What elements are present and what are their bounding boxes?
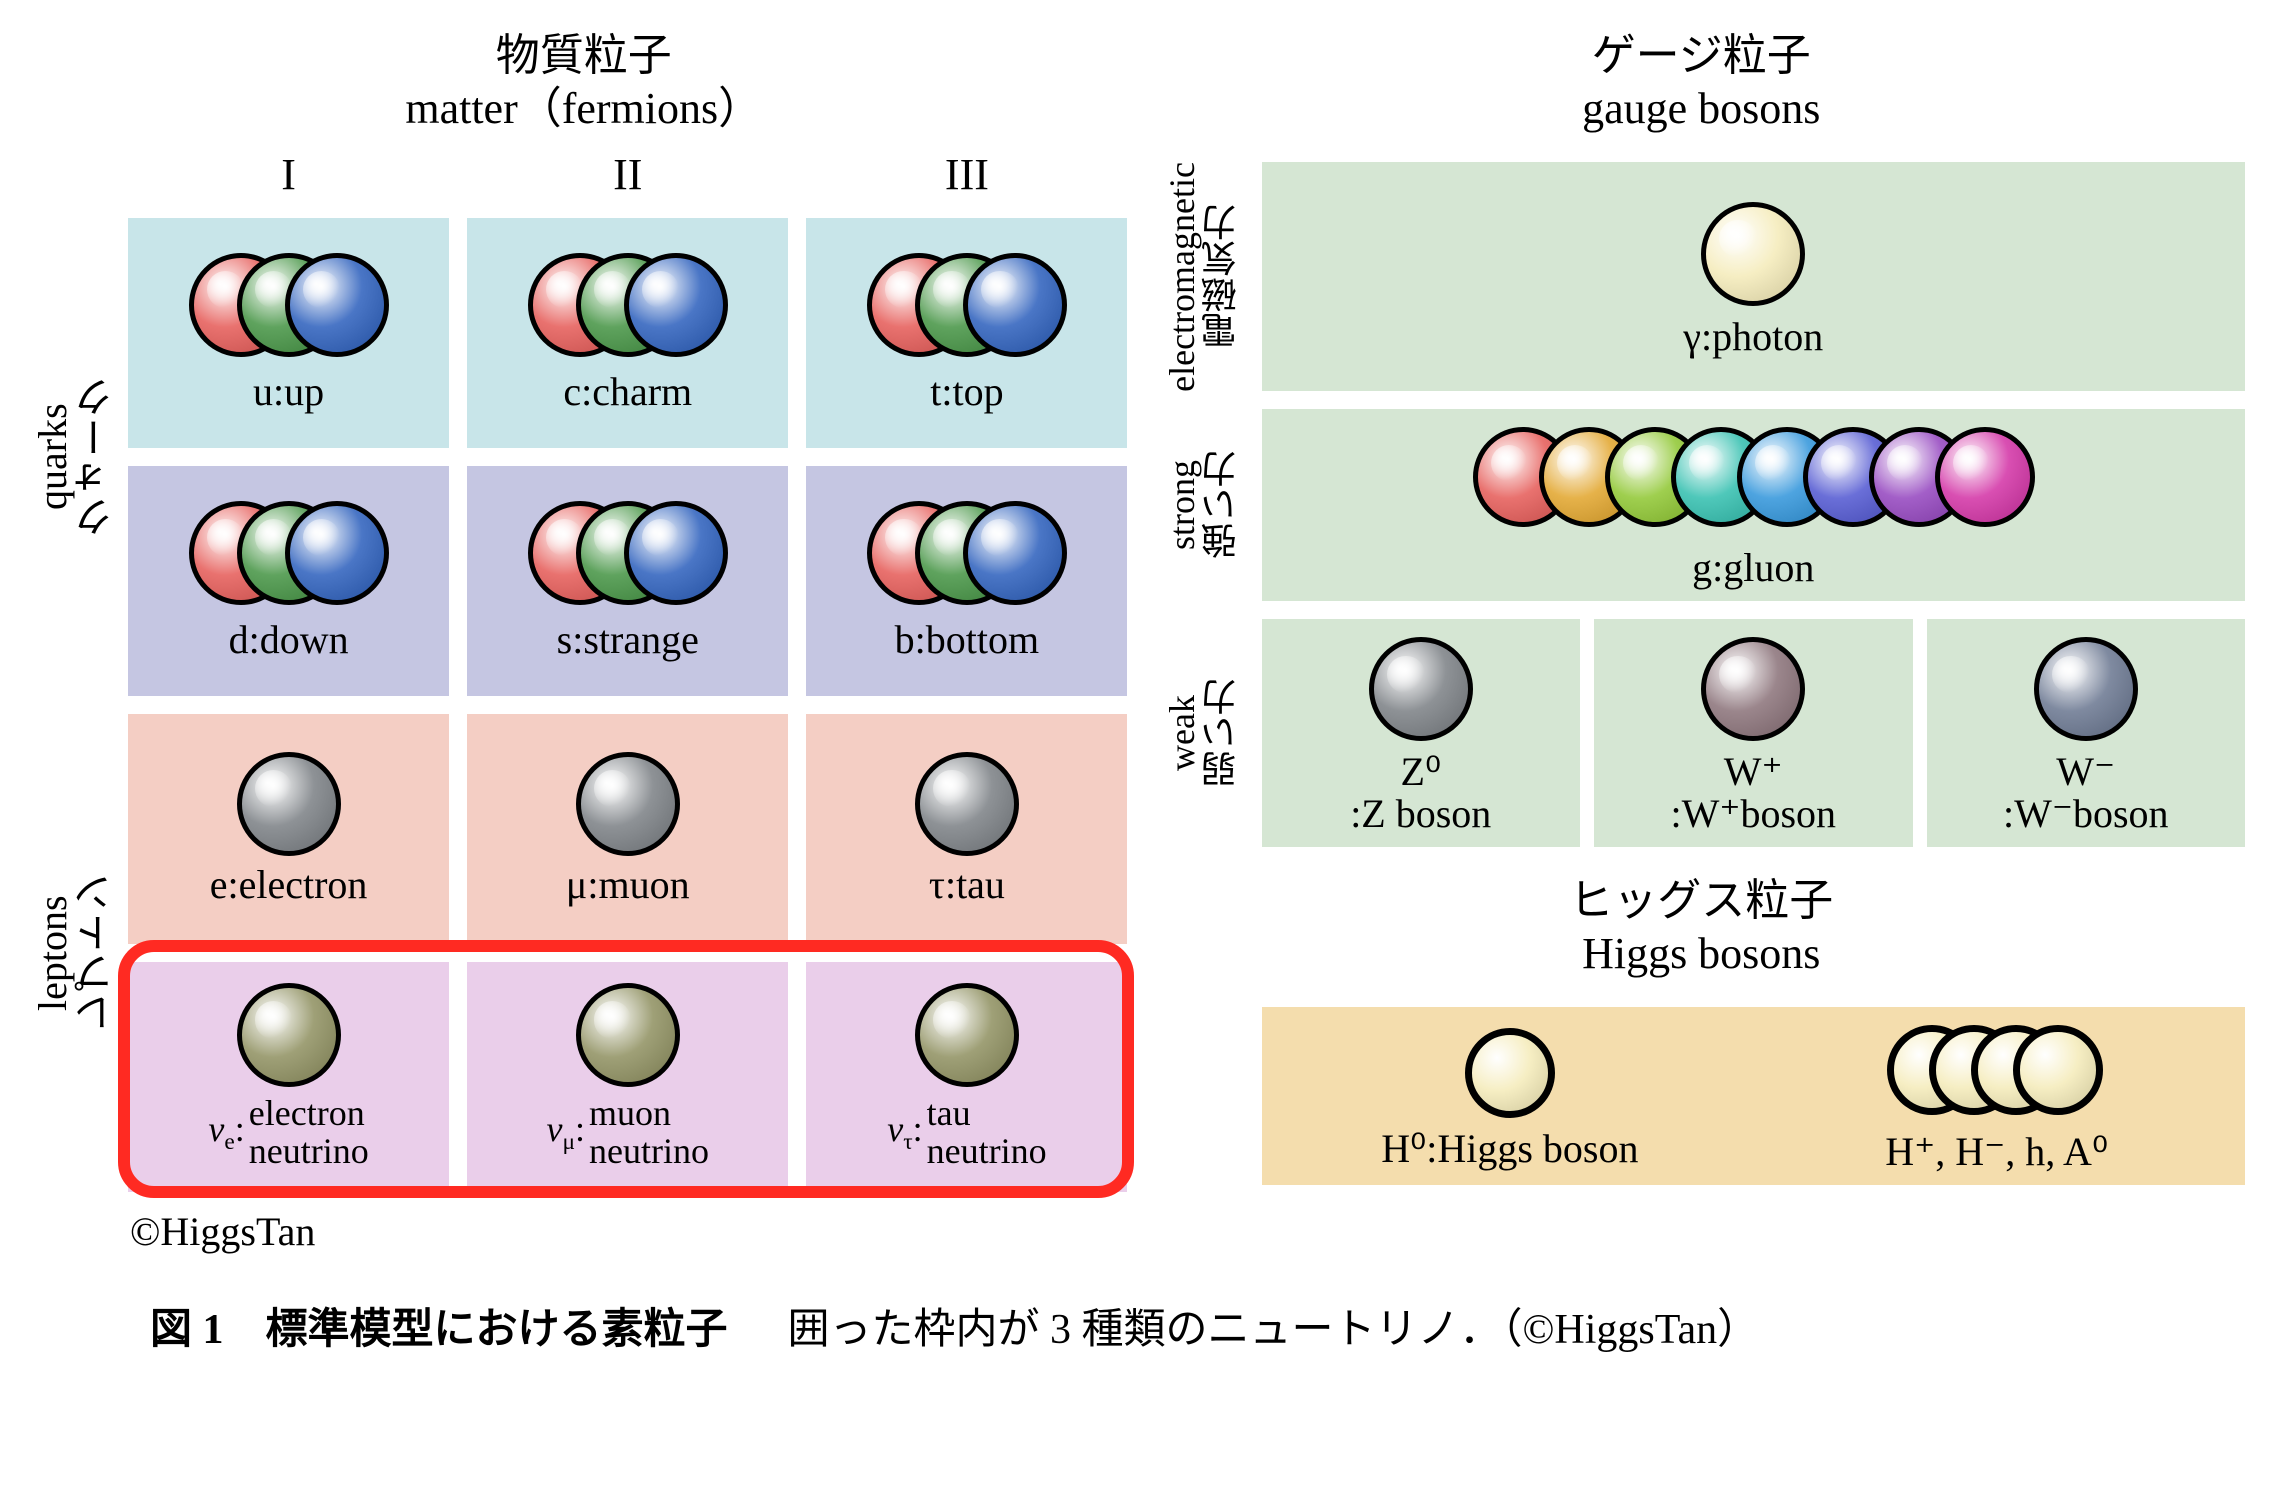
cell-tau: τ:tau (806, 714, 1127, 944)
cell-down: d:down (128, 466, 449, 696)
weak-label: weak弱い力 (1163, 679, 1242, 787)
higgs-title: ヒッグス粒子 Higgs bosons (1158, 875, 2246, 981)
fermions-title: 物質粒子 matter（fermions） (40, 30, 1128, 136)
z-boson-box: Z⁰:Z boson (1262, 619, 1581, 847)
cell-e-neutrino: νe:electronneutrino (128, 962, 449, 1192)
figure-caption: 図 1 標準模型における素粒子 囲った枠内が 3 種類のニュートリノ．（©Hig… (40, 1295, 2245, 1356)
quarks-label: quarksクォーク (40, 218, 110, 696)
cell-tau-neutrino: ντ:tauneutrino (806, 962, 1127, 1192)
gluon-icon (1473, 427, 2033, 537)
gluon-box: g:gluon (1262, 409, 2246, 601)
fermions-panel: 物質粒子 matter（fermions） I II III quarksクォー… (40, 30, 1128, 1255)
w-minus-box: W⁻:W⁻boson (1927, 619, 2246, 847)
strong-row: strong強い力 g:gluon (1158, 409, 2246, 601)
generation-2: II (467, 149, 788, 200)
cell-charm: c:charm (467, 218, 788, 448)
em-row: electromagnetic電磁気力 γ:photon (1158, 162, 2246, 392)
strong-label: strong強い力 (1163, 451, 1242, 559)
higgs-row: H⁰:Higgs boson H⁺, H⁻, h, A⁰ (1158, 1007, 2246, 1185)
cell-top: t:top (806, 218, 1127, 448)
fermion-grid: I II III quarksクォーク u:up c:charm t:top d… (40, 144, 1128, 1192)
leptons-label: leptonsレプトン (40, 714, 110, 1192)
photon-icon (1701, 202, 1805, 306)
cell-up: u:up (128, 218, 449, 448)
bosons-panel: ゲージ粒子 gauge bosons electromagnetic電磁気力 γ… (1158, 30, 2246, 1255)
weak-row: weak弱い力 Z⁰:Z boson W⁺:W⁺boson W⁻:W⁻boson (1158, 619, 2246, 847)
higgs-extra-icon (1887, 1025, 2107, 1121)
generation-3: III (806, 149, 1127, 200)
cell-strange: s:strange (467, 466, 788, 696)
cell-electron: e:electron (128, 714, 449, 944)
cell-bottom: b:bottom (806, 466, 1127, 696)
cell-muon: μ:muon (467, 714, 788, 944)
higgs-box: H⁰:Higgs boson H⁺, H⁻, h, A⁰ (1262, 1007, 2246, 1185)
cell-mu-neutrino: νμ:muonneutrino (467, 962, 788, 1192)
gauge-title: ゲージ粒子 gauge bosons (1158, 30, 2246, 136)
copyright: ©HiggsTan (130, 1208, 1128, 1255)
particle-diagram: 物質粒子 matter（fermions） I II III quarksクォー… (40, 30, 2245, 1255)
higgs-icon (1465, 1028, 1555, 1118)
w-plus-box: W⁺:W⁺boson (1594, 619, 1913, 847)
em-label: electromagnetic電磁気力 (1163, 162, 1242, 392)
photon-box: γ:photon (1262, 162, 2246, 392)
generation-1: I (128, 149, 449, 200)
